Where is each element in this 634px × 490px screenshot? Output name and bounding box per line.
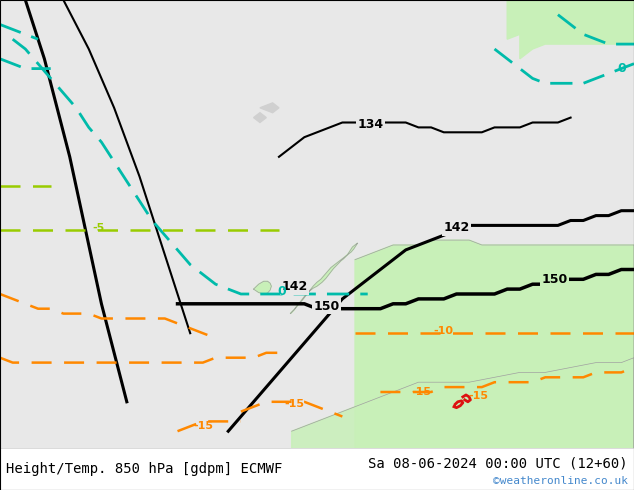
Text: 150: 150 [313,300,340,313]
Text: 134: 134 [358,119,384,131]
Text: -15: -15 [469,391,489,401]
Polygon shape [520,0,634,59]
Polygon shape [355,240,634,490]
Text: -15: -15 [193,421,213,431]
Polygon shape [260,103,279,113]
Text: -5: -5 [92,223,105,233]
Text: 0: 0 [278,285,287,298]
Text: 142: 142 [281,280,308,293]
Text: 142: 142 [443,221,470,234]
Bar [0,448,634,490]
Polygon shape [254,113,266,122]
Text: -15: -15 [411,387,432,397]
Text: -10: -10 [434,326,454,336]
Polygon shape [254,281,271,294]
Polygon shape [290,243,358,314]
Polygon shape [292,358,634,490]
Text: 0: 0 [617,62,626,75]
Text: -15: -15 [285,399,305,409]
Text: Sa 08-06-2024 00:00 UTC (12+60): Sa 08-06-2024 00:00 UTC (12+60) [368,456,628,470]
Text: ©weatheronline.co.uk: ©weatheronline.co.uk [493,476,628,486]
Text: 150: 150 [541,273,568,286]
Polygon shape [507,0,634,39]
Text: Height/Temp. 850 hPa [gdpm] ECMWF: Height/Temp. 850 hPa [gdpm] ECMWF [6,463,283,476]
